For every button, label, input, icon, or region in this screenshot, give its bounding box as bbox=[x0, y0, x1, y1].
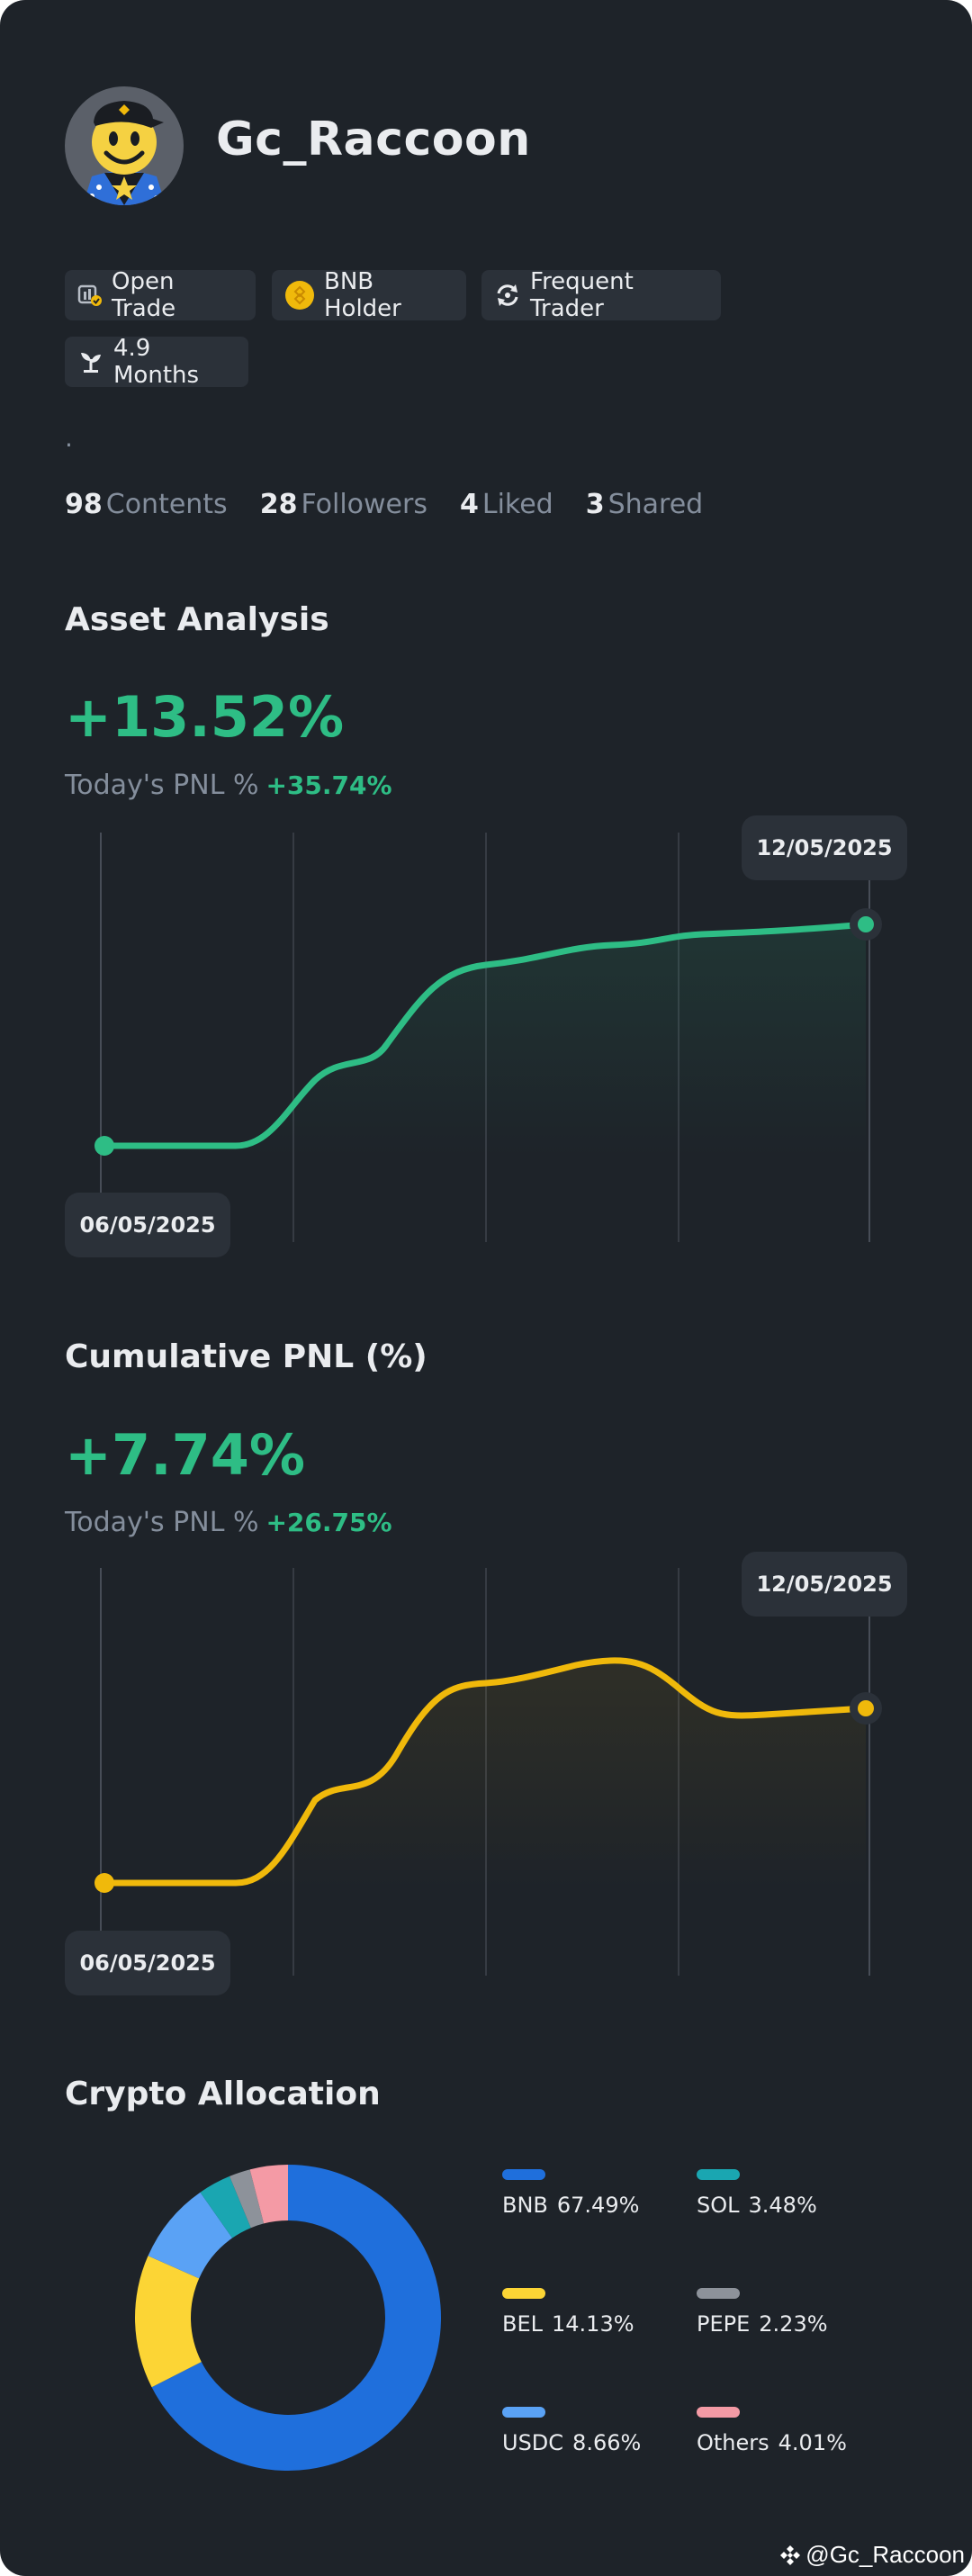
end-date-tooltip: 12/05/2025 bbox=[742, 815, 907, 880]
donut-slice-others[interactable] bbox=[249, 2165, 288, 2224]
legend-name: USDC bbox=[502, 2430, 564, 2455]
donut-slice-bnb[interactable] bbox=[151, 2165, 442, 2471]
sprout-icon bbox=[81, 353, 101, 373]
today-pnl-value: +35.74% bbox=[266, 770, 392, 800]
stat-number: 3 bbox=[585, 489, 605, 520]
area-fill bbox=[104, 924, 866, 1157]
asset-line-chart bbox=[94, 833, 882, 1242]
donut-slice-sol[interactable] bbox=[200, 2175, 251, 2238]
stat-label: Liked bbox=[482, 489, 554, 520]
avatar[interactable] bbox=[65, 86, 184, 205]
donut-slice-bel[interactable] bbox=[135, 2256, 202, 2388]
legend-name: PEPE bbox=[697, 2311, 751, 2337]
start-date-tooltip: 06/05/2025 bbox=[65, 1193, 230, 1257]
start-point[interactable] bbox=[94, 1873, 114, 1893]
today-pnl-label: Today's PNL % bbox=[65, 1507, 259, 1538]
legend-swatch bbox=[502, 2169, 545, 2180]
bio: . bbox=[65, 423, 73, 453]
start-date-tooltip: 06/05/2025 bbox=[65, 1931, 230, 1995]
pnl-line bbox=[101, 1657, 869, 1887]
end-point[interactable] bbox=[858, 916, 874, 932]
legend-name: BNB bbox=[502, 2193, 548, 2218]
open-trade-icon bbox=[77, 284, 102, 306]
watermark-text: @Gc_Raccoon bbox=[806, 2541, 965, 2568]
legend-item-bnb[interactable]: BNB 67.49% bbox=[502, 2169, 639, 2218]
legend-name: SOL bbox=[697, 2193, 740, 2218]
cumulative-today-pnl: Today's PNL % +26.75% bbox=[65, 1507, 392, 1538]
legend-swatch bbox=[502, 2407, 545, 2418]
cumulative-pnl-value: +7.74% bbox=[65, 1422, 306, 1488]
legend-item-usdc[interactable]: USDC 8.66% bbox=[502, 2407, 641, 2455]
donut-slice-pepe[interactable] bbox=[230, 2169, 265, 2229]
stat-number: 98 bbox=[65, 489, 103, 520]
legend-item-pepe[interactable]: PEPE 2.23% bbox=[697, 2288, 828, 2337]
bnb-coin-icon bbox=[285, 281, 314, 310]
legend-pct: 3.48% bbox=[748, 2193, 817, 2218]
cumulative-pnl-chart[interactable] bbox=[0, 1548, 972, 1998]
badge-label: Frequent Trader bbox=[530, 268, 634, 322]
badge-label: Open Trade bbox=[112, 268, 176, 322]
badge-bnb-holder[interactable]: BNB Holder bbox=[272, 268, 466, 322]
cumulative-pnl-title: Cumulative PNL (%) bbox=[65, 1338, 428, 1375]
end-point[interactable] bbox=[858, 1700, 874, 1716]
watermark: @Gc_Raccoon bbox=[778, 2541, 965, 2569]
asset-analysis-chart[interactable] bbox=[0, 810, 972, 1260]
donut-slice-usdc[interactable] bbox=[148, 2192, 233, 2279]
crypto-allocation-title: Crypto Allocation bbox=[65, 2076, 381, 2112]
area-fill bbox=[104, 1660, 866, 1890]
legend-swatch bbox=[697, 2407, 740, 2418]
stat-label: Shared bbox=[608, 489, 704, 520]
stat-followers[interactable]: 28 Followers bbox=[260, 489, 428, 520]
start-point[interactable] bbox=[94, 1136, 114, 1156]
username: Gc_Raccoon bbox=[216, 113, 531, 167]
legend-pct: 8.66% bbox=[572, 2430, 642, 2455]
legend-pct: 67.49% bbox=[556, 2193, 640, 2218]
stats-row: 98 Contents 28 Followers 4 Liked 3 Shared bbox=[65, 489, 735, 520]
cumulative-line-chart bbox=[94, 1568, 882, 1976]
binance-logo-icon bbox=[780, 2544, 801, 2565]
stat-number: 28 bbox=[259, 489, 298, 520]
refresh-icon bbox=[497, 284, 518, 306]
legend-pct: 4.01% bbox=[778, 2430, 847, 2455]
stat-label: Followers bbox=[301, 489, 428, 520]
legend-swatch bbox=[502, 2288, 545, 2299]
pnl-line bbox=[101, 921, 869, 1149]
legend-item-sol[interactable]: SOL 3.48% bbox=[697, 2169, 817, 2218]
stat-liked[interactable]: 4 Liked bbox=[460, 489, 554, 520]
badge-label: 4.9 Months bbox=[113, 335, 200, 389]
legend-name: Others bbox=[697, 2430, 770, 2455]
stat-label: Contents bbox=[105, 489, 228, 520]
badge-months[interactable]: 4.9 Months bbox=[65, 335, 248, 389]
legend-name: BEL bbox=[502, 2311, 543, 2337]
legend-item-others[interactable]: Others 4.01% bbox=[697, 2407, 847, 2455]
legend-pct: 2.23% bbox=[759, 2311, 828, 2337]
badge-open-trade[interactable]: Open Trade bbox=[65, 268, 256, 322]
asset-today-pnl: Today's PNL % +35.74% bbox=[65, 770, 392, 801]
smiley-avatar-icon bbox=[83, 101, 166, 205]
asset-analysis-title: Asset Analysis bbox=[65, 601, 329, 638]
today-pnl-value: +26.75% bbox=[266, 1508, 392, 1537]
legend-pct: 14.13% bbox=[552, 2311, 634, 2337]
stat-number: 4 bbox=[459, 489, 479, 520]
stat-contents[interactable]: 98 Contents bbox=[65, 489, 228, 520]
today-pnl-label: Today's PNL % bbox=[65, 770, 259, 801]
legend-swatch bbox=[697, 2288, 740, 2299]
end-date-tooltip: 12/05/2025 bbox=[742, 1552, 907, 1617]
legend-swatch bbox=[697, 2169, 740, 2180]
allocation-donut-chart[interactable] bbox=[126, 2156, 450, 2480]
legend-item-bel[interactable]: BEL 14.13% bbox=[502, 2288, 634, 2337]
badge-label: BNB Holder bbox=[324, 268, 401, 322]
asset-analysis-value: +13.52% bbox=[65, 684, 345, 750]
badge-frequent-trader[interactable]: Frequent Trader bbox=[482, 268, 721, 322]
stat-shared[interactable]: 3 Shared bbox=[586, 489, 704, 520]
